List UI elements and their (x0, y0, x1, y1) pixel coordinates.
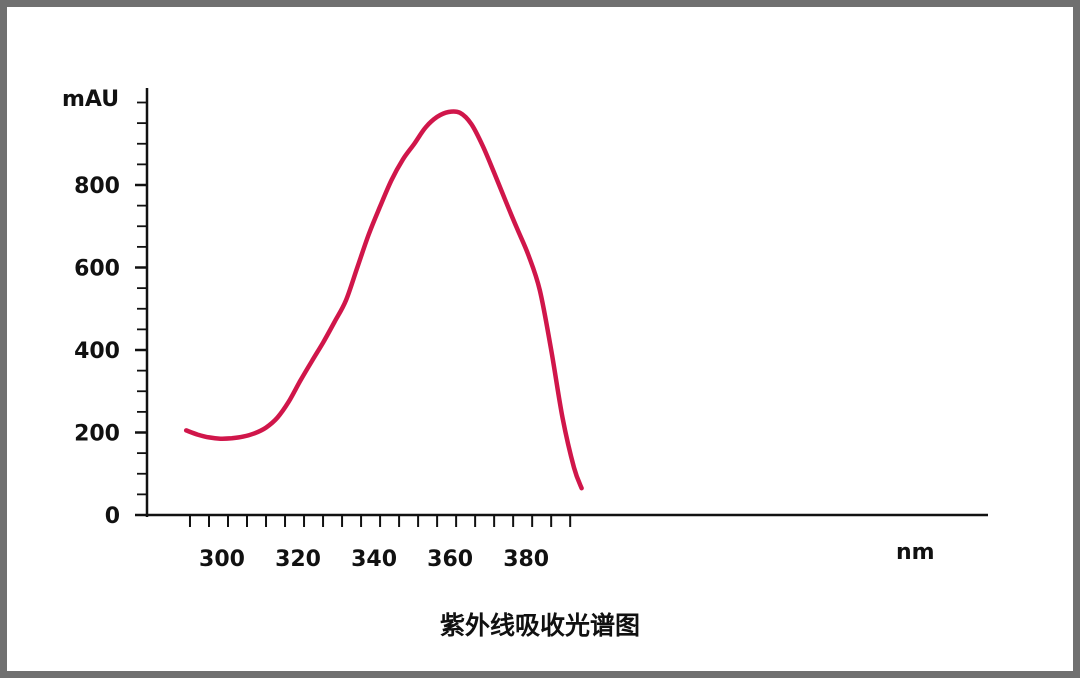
x-tick-label: 380 (503, 547, 549, 572)
x-axis-unit-label: nm (896, 540, 935, 565)
axes (145, 88, 988, 517)
chart-caption: 紫外线吸收光谱图 (439, 611, 640, 640)
y-tick-label: 800 (74, 174, 120, 199)
y-tick-label: 600 (74, 257, 120, 282)
series-line (183, 109, 584, 491)
x-tick-label: 320 (275, 547, 321, 572)
x-tick-label: 360 (427, 547, 473, 572)
y-tick-label: 400 (74, 339, 120, 364)
y-tick-label: 0 (105, 504, 120, 529)
y-tick-label: 200 (74, 422, 120, 447)
x-tick-label: 300 (199, 547, 245, 572)
y-axis-unit-label: mAU (62, 87, 119, 112)
tick-labels: 0 200 400 600 800 300 320 340 360 380 (74, 174, 549, 572)
x-tick-label: 340 (351, 547, 397, 572)
ticks (135, 101, 572, 527)
